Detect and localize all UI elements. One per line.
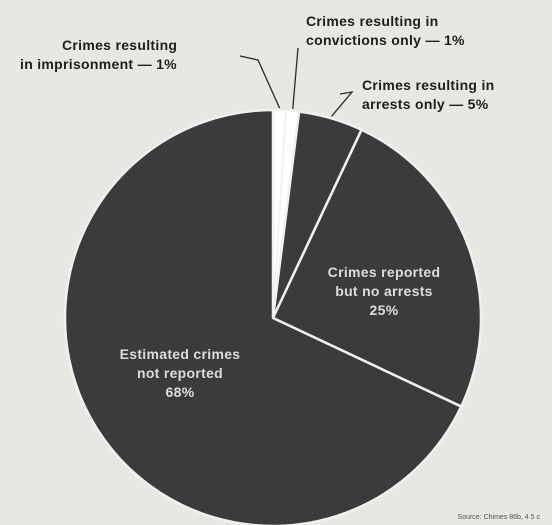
label-imprisonment: Crimes resulting in imprisonment — 1%	[20, 36, 177, 74]
label-reported-line-2: but no arrests	[335, 283, 433, 299]
label-reported-no-arrests: Crimes reported but no arrests 25%	[300, 263, 468, 320]
slice-not-reported	[63, 108, 463, 525]
leader-line-imprisonment	[239, 55, 281, 109]
label-convictions-line-2: convictions only — 1%	[306, 32, 465, 48]
source-note: Source: Chimes 86b, 4 5 c	[457, 514, 541, 521]
label-not-reported-value: 68%	[165, 384, 195, 400]
label-convictions-line-1: Crimes resulting in	[306, 13, 439, 29]
leader-line-convictions	[292, 47, 299, 109]
label-not-reported-line-1: Estimated crimes	[119, 346, 241, 362]
label-imprisonment-line-1: Crimes resulting	[62, 37, 178, 53]
leader-lines	[239, 47, 354, 117]
leader-line-arrests	[331, 91, 354, 117]
label-imprisonment-line-2: in imprisonment — 1%	[20, 56, 177, 72]
label-reported-value: 25%	[369, 302, 399, 318]
label-arrests-line-2: arrests only — 5%	[362, 96, 489, 112]
label-not-reported: Estimated crimes not reported 68%	[95, 345, 265, 402]
label-reported-line-1: Crimes reported	[327, 264, 441, 280]
label-arrests: Crimes resulting in arrests only — 5%	[362, 76, 495, 114]
slice-reported-no-arrests	[271, 128, 483, 408]
label-convictions: Crimes resulting in convictions only — 1…	[306, 12, 465, 50]
slices-layer	[63, 108, 483, 525]
label-not-reported-line-2: not reported	[136, 365, 224, 381]
label-arrests-line-1: Crimes resulting in	[362, 77, 495, 93]
